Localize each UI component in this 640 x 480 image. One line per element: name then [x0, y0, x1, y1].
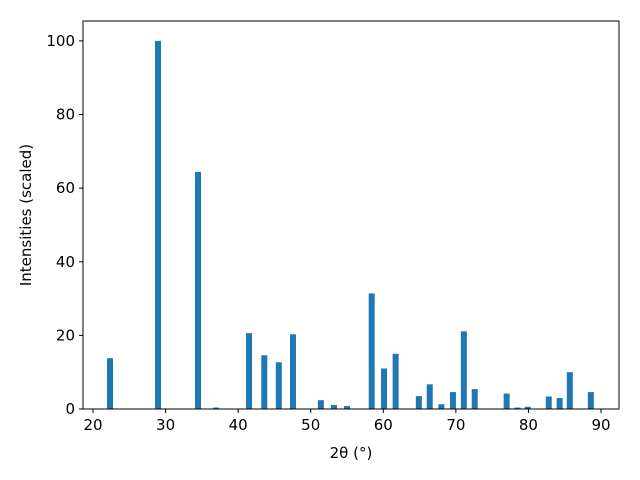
bar — [460, 331, 467, 409]
bar — [438, 404, 445, 409]
y-axis-label: Intensities (scaled) — [17, 144, 35, 286]
bar — [545, 396, 552, 409]
bar — [503, 393, 510, 409]
y-tick-label: 60 — [56, 179, 75, 197]
bar — [155, 40, 162, 409]
y-tick-label: 0 — [65, 400, 75, 418]
bar — [415, 396, 422, 409]
y-tick-label: 20 — [56, 326, 75, 344]
bar — [290, 334, 297, 409]
x-tick-label: 80 — [519, 416, 538, 434]
bar — [556, 397, 563, 409]
bar — [106, 358, 113, 409]
plot-frame — [82, 20, 620, 410]
x-tick-label: 60 — [374, 416, 393, 434]
bar — [587, 392, 594, 409]
bar — [524, 406, 531, 409]
y-tick-label: 40 — [56, 253, 75, 271]
bar — [368, 293, 375, 409]
bar — [213, 407, 220, 409]
x-axis-label: 2θ (°) — [330, 444, 373, 462]
y-tick-label: 100 — [46, 32, 75, 50]
x-tick-label: 30 — [156, 416, 175, 434]
bar — [344, 406, 351, 409]
bar — [275, 362, 282, 409]
x-tick-label: 50 — [301, 416, 320, 434]
bar — [261, 355, 268, 409]
bar — [566, 372, 573, 409]
bar — [246, 333, 253, 409]
bar — [449, 392, 456, 409]
x-tick-label: 90 — [591, 416, 610, 434]
y-tick-label: 80 — [56, 106, 75, 124]
bar — [317, 400, 324, 409]
bar — [514, 407, 521, 409]
x-tick-label: 20 — [83, 416, 102, 434]
bar — [330, 404, 337, 409]
x-tick-label: 40 — [229, 416, 248, 434]
bar — [381, 368, 388, 409]
bar — [392, 353, 399, 409]
bar — [471, 389, 478, 409]
bar — [195, 171, 202, 409]
x-tick-label: 70 — [446, 416, 465, 434]
bar — [426, 384, 433, 409]
